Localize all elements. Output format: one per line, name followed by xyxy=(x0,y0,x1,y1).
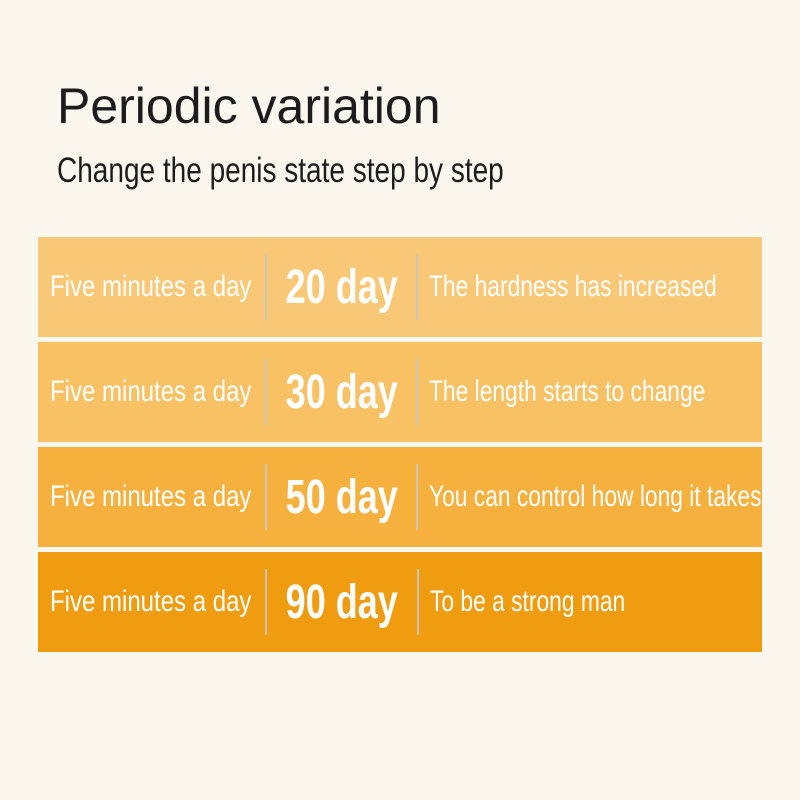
result-cell: The length starts to change xyxy=(418,375,793,409)
vertical-divider xyxy=(265,254,267,320)
vertical-divider xyxy=(265,569,267,635)
vertical-divider xyxy=(265,464,267,530)
vertical-divider xyxy=(265,359,267,425)
result-cell: To be a strong man xyxy=(419,585,762,619)
duration-cell: Five minutes a day xyxy=(38,270,265,304)
step-row-20-day: Five minutes a day 20 day The hardness h… xyxy=(38,237,762,337)
vertical-divider xyxy=(416,359,419,425)
header: Periodic variation Change the penis stat… xyxy=(57,76,615,192)
result-label: To be a strong man xyxy=(430,585,626,618)
step-row-90-day: Five minutes a day 90 day To be a strong… xyxy=(38,552,762,652)
vertical-divider xyxy=(417,569,419,635)
steps-table: Five minutes a day 20 day The hardness h… xyxy=(38,237,762,657)
duration-label: Five minutes a day xyxy=(50,375,252,408)
duration-cell: Five minutes a day xyxy=(38,375,265,409)
days-label: 90 day xyxy=(285,575,399,629)
step-row-30-day: Five minutes a day 30 day The length sta… xyxy=(38,342,762,442)
result-label: The length starts to change xyxy=(429,375,706,408)
vertical-divider xyxy=(416,254,419,320)
days-label: 20 day xyxy=(285,260,398,314)
result-label: The hardness has increased xyxy=(429,270,718,303)
result-label: You can control how long it takes xyxy=(429,480,762,513)
result-cell: The hardness has increased xyxy=(418,270,800,304)
days-cell: 50 day xyxy=(267,470,416,525)
duration-label: Five minutes a day xyxy=(50,585,252,618)
vertical-divider xyxy=(416,464,419,530)
days-cell: 20 day xyxy=(267,260,416,315)
step-row-50-day: Five minutes a day 50 day You can contro… xyxy=(38,447,762,547)
page-subtitle: Change the penis state step by step xyxy=(57,151,504,190)
duration-cell: Five minutes a day xyxy=(38,585,265,619)
days-cell: 30 day xyxy=(267,365,416,420)
duration-cell: Five minutes a day xyxy=(38,480,265,514)
duration-label: Five minutes a day xyxy=(50,480,252,513)
days-label: 30 day xyxy=(285,365,398,419)
page-title: Periodic variation xyxy=(57,78,441,134)
days-label: 50 day xyxy=(285,470,398,524)
result-cell: You can control how long it takes xyxy=(418,480,800,514)
duration-label: Five minutes a day xyxy=(50,270,252,303)
days-cell: 90 day xyxy=(267,575,417,630)
